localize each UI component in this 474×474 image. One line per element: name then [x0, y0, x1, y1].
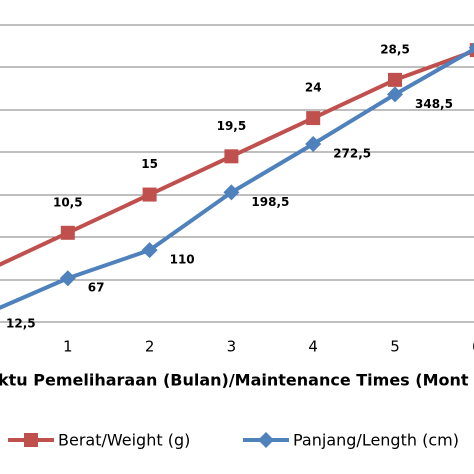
x-tick-label: 2: [145, 338, 155, 356]
data-label: 28,5: [380, 42, 410, 56]
point: [387, 86, 403, 103]
point: [223, 184, 240, 201]
legend-swatch-marker: [258, 432, 274, 448]
point: [224, 149, 239, 164]
data-label: 348,5: [415, 97, 453, 111]
legend-item: Panjang/Length (cm): [243, 431, 459, 450]
point: [388, 72, 402, 87]
x-tick-label: 5: [390, 338, 400, 356]
data-label: 24: [305, 81, 322, 95]
gridlines: [0, 24, 474, 323]
legend-label: Berat/Weight (g): [58, 431, 190, 450]
data-label: 12,5: [6, 316, 36, 330]
x-tick-label: 6: [472, 338, 474, 356]
legend-label: Panjang/Length (cm): [293, 431, 459, 450]
point: [141, 242, 158, 259]
data-label: 198,5: [251, 195, 289, 209]
data-label: 110: [170, 253, 195, 267]
data-label: 15: [141, 157, 158, 171]
point: [468, 42, 474, 53]
legend-swatch-marker: [24, 433, 38, 447]
point: [142, 187, 157, 202]
x-axis-title: ktu Pemeliharaan (Bulan)/Maintenance Tim…: [0, 371, 469, 390]
point: [60, 225, 75, 240]
data-label: 10,5: [53, 195, 83, 209]
point: [305, 136, 322, 153]
point: [306, 111, 321, 126]
point: [59, 270, 76, 287]
data-label: 67: [88, 281, 105, 295]
legend-item: Berat/Weight (g): [8, 431, 190, 450]
x-tick-label: 3: [227, 338, 237, 356]
x-tick-label: 1: [63, 338, 73, 356]
data-label: 19,5: [217, 119, 247, 133]
data-label: 272,5: [333, 147, 371, 161]
x-tick-label: 4: [308, 338, 318, 356]
